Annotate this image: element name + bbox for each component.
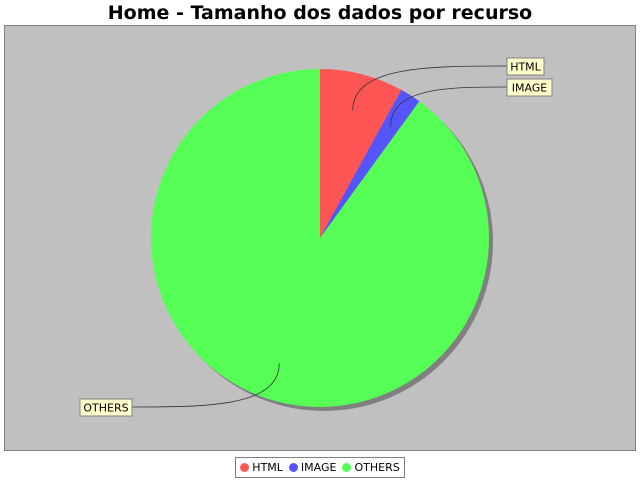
legend-label: HTML [252, 461, 283, 474]
legend-swatch-icon [240, 463, 249, 472]
legend-label: OTHERS [354, 461, 399, 474]
slice-label-image: IMAGE [512, 82, 548, 95]
legend-item-html: HTML [240, 461, 283, 474]
pie-slice-others [151, 69, 489, 407]
pie-slices [151, 69, 489, 407]
legend: HTML IMAGE OTHERS [235, 457, 405, 478]
legend-swatch-icon [342, 463, 351, 472]
slice-label-others: OTHERS [83, 402, 128, 415]
legend-item-others: OTHERS [342, 461, 399, 474]
legend-item-image: IMAGE [289, 461, 337, 474]
legend-swatch-icon [289, 463, 298, 472]
slice-label-html: HTML [510, 61, 541, 74]
legend-label: IMAGE [301, 461, 337, 474]
